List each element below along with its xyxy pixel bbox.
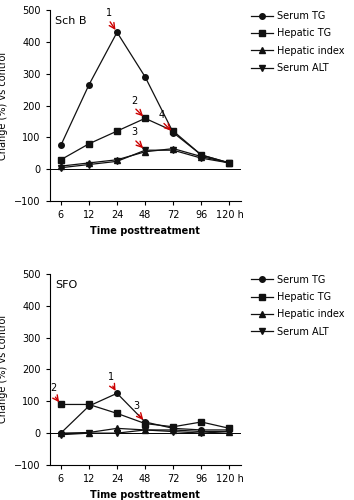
Text: SFO: SFO [55, 280, 78, 289]
Y-axis label: Change (%) vs control: Change (%) vs control [0, 52, 8, 160]
Text: 3: 3 [131, 128, 137, 138]
Text: 4: 4 [159, 110, 165, 120]
Legend: Serum TG, Hepatic TG, Hepatic index, Serum ALT: Serum TG, Hepatic TG, Hepatic index, Ser… [251, 275, 344, 336]
Text: 1: 1 [105, 8, 112, 18]
Text: Sch B: Sch B [55, 16, 87, 26]
Text: 3: 3 [134, 401, 140, 411]
Text: 2: 2 [131, 96, 137, 106]
Y-axis label: Change (%) vs control: Change (%) vs control [0, 316, 8, 424]
Text: 2: 2 [51, 384, 57, 394]
Text: 1: 1 [108, 372, 114, 382]
Legend: Serum TG, Hepatic TG, Hepatic index, Serum ALT: Serum TG, Hepatic TG, Hepatic index, Ser… [251, 11, 344, 73]
X-axis label: Time posttreatment: Time posttreatment [90, 490, 200, 500]
X-axis label: Time posttreatment: Time posttreatment [90, 226, 200, 236]
